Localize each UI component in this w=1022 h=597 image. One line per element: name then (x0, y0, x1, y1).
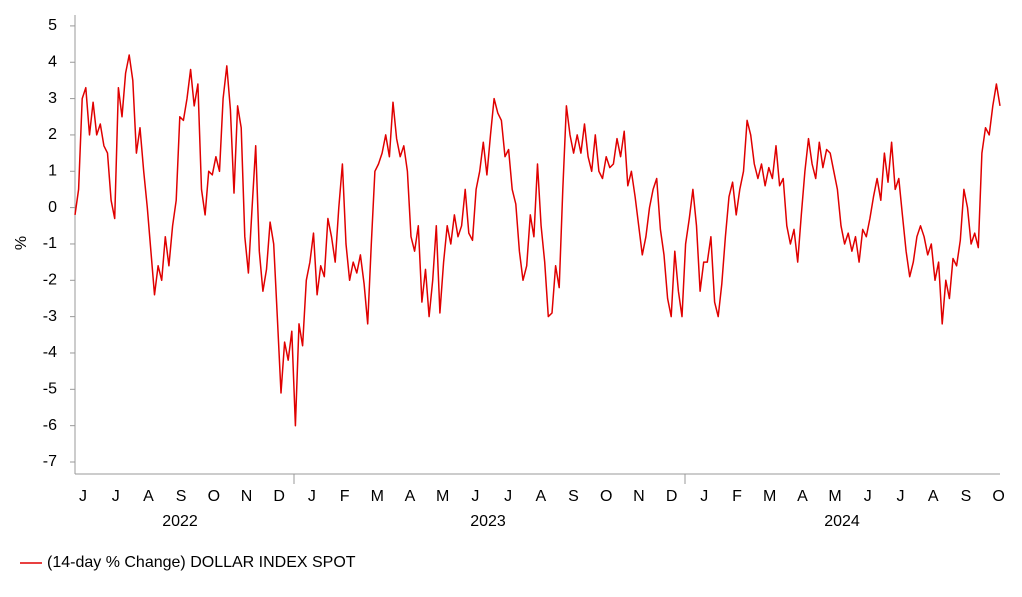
x-tick-label: F (340, 488, 350, 505)
x-tick-label: S (176, 488, 187, 505)
x-tick-label: M (828, 488, 841, 505)
x-tick-label: J (79, 488, 87, 505)
x-tick-label: A (405, 488, 416, 505)
y-tick-label: -6 (43, 417, 57, 434)
y-tick-label: 4 (48, 53, 57, 70)
x-tick-label: O (208, 488, 220, 505)
legend-label: (14-day % Change) DOLLAR INDEX SPOT (47, 554, 356, 571)
y-tick-label: 1 (48, 162, 57, 179)
year-label: 2024 (824, 513, 860, 530)
x-tick-label: N (241, 488, 253, 505)
x-tick-label: J (308, 488, 316, 505)
x-tick-label: D (666, 488, 678, 505)
year-label: 2022 (162, 513, 198, 530)
x-tick-label: J (700, 488, 708, 505)
x-tick-label: N (633, 488, 645, 505)
x-tick-label: M (371, 488, 384, 505)
y-axis-label: % (13, 236, 30, 250)
y-tick-label: 2 (48, 126, 57, 143)
x-tick-label: S (961, 488, 972, 505)
y-tick-label: 0 (48, 199, 57, 216)
y-tick-label: 5 (48, 17, 57, 34)
x-tick-label: O (600, 488, 612, 505)
y-tick-label: -4 (43, 344, 57, 361)
y-tick-label: -2 (43, 272, 57, 289)
x-tick-label: O (992, 488, 1004, 505)
x-tick-label: J (864, 488, 872, 505)
year-label: 2023 (470, 513, 506, 530)
y-tick-label: -7 (43, 453, 57, 470)
y-tick-label: -1 (43, 235, 57, 252)
x-tick-label: F (732, 488, 742, 505)
x-tick-label: A (143, 488, 154, 505)
y-tick-label: -3 (43, 308, 57, 325)
y-tick-label: 3 (48, 90, 57, 107)
x-tick-label: J (504, 488, 512, 505)
x-tick-label: J (112, 488, 120, 505)
x-tick-label: S (568, 488, 579, 505)
x-tick-label: J (897, 488, 905, 505)
x-tick-label: D (273, 488, 285, 505)
x-tick-label: M (763, 488, 776, 505)
x-tick-label: A (535, 488, 546, 505)
y-tick-label: -5 (43, 381, 57, 398)
data-line (74, 54, 1001, 427)
x-tick-label: A (797, 488, 808, 505)
x-tick-label: J (471, 488, 479, 505)
x-tick-label: A (928, 488, 939, 505)
x-tick-label: M (436, 488, 449, 505)
